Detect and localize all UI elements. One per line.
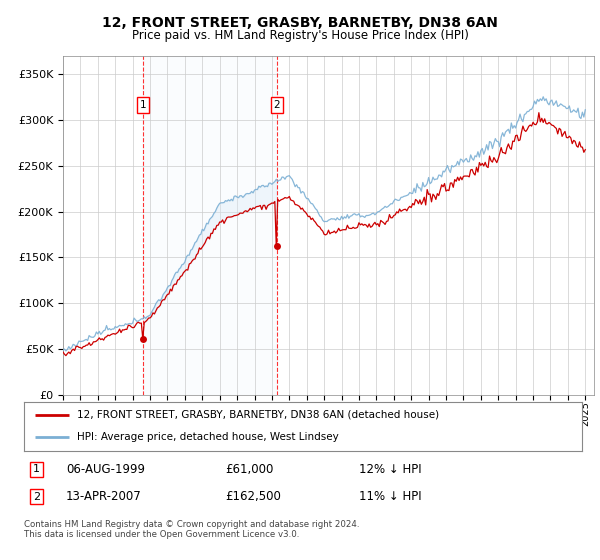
Text: 1: 1 [33, 464, 40, 474]
Text: 2: 2 [274, 100, 280, 110]
Text: 1: 1 [140, 100, 146, 110]
Text: Contains HM Land Registry data © Crown copyright and database right 2024.
This d: Contains HM Land Registry data © Crown c… [24, 520, 359, 539]
Text: 12, FRONT STREET, GRASBY, BARNETBY, DN38 6AN: 12, FRONT STREET, GRASBY, BARNETBY, DN38… [102, 16, 498, 30]
Bar [143, 56, 277, 395]
Text: 2: 2 [33, 492, 40, 502]
Text: 12, FRONT STREET, GRASBY, BARNETBY, DN38 6AN (detached house): 12, FRONT STREET, GRASBY, BARNETBY, DN38… [77, 410, 439, 420]
Text: £162,500: £162,500 [225, 490, 281, 503]
Text: Price paid vs. HM Land Registry's House Price Index (HPI): Price paid vs. HM Land Registry's House … [131, 29, 469, 42]
Text: 13-APR-2007: 13-APR-2007 [66, 490, 142, 503]
Text: 12% ↓ HPI: 12% ↓ HPI [359, 463, 421, 476]
Text: HPI: Average price, detached house, West Lindsey: HPI: Average price, detached house, West… [77, 432, 339, 442]
Text: 11% ↓ HPI: 11% ↓ HPI [359, 490, 421, 503]
Text: 06-AUG-1999: 06-AUG-1999 [66, 463, 145, 476]
Text: £61,000: £61,000 [225, 463, 273, 476]
